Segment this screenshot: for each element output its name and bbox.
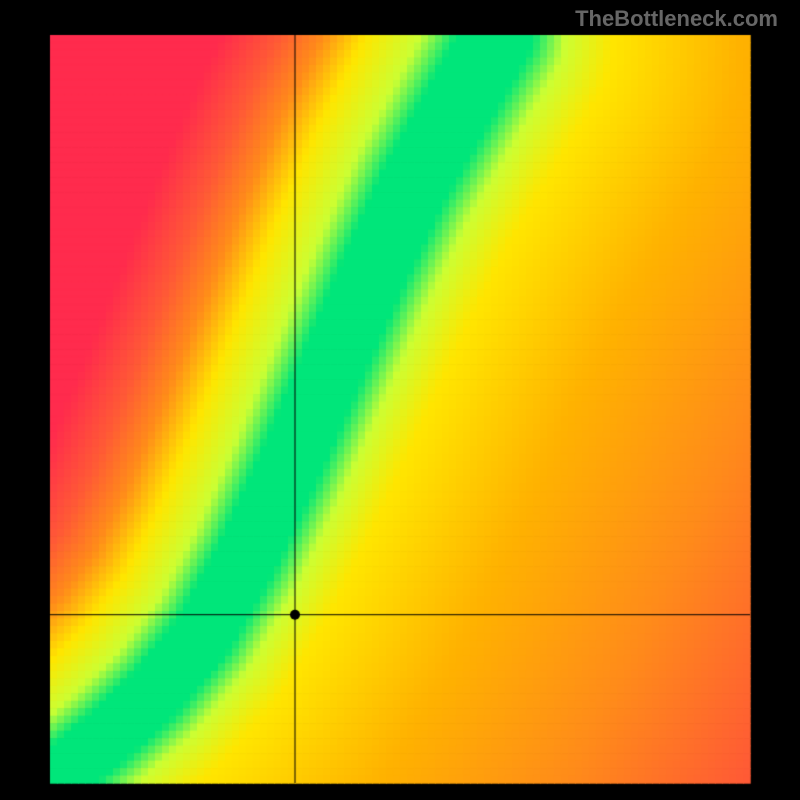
watermark-text: TheBottleneck.com: [575, 6, 778, 32]
bottleneck-heatmap-plot: [0, 0, 800, 800]
chart-container: TheBottleneck.com: [0, 0, 800, 800]
